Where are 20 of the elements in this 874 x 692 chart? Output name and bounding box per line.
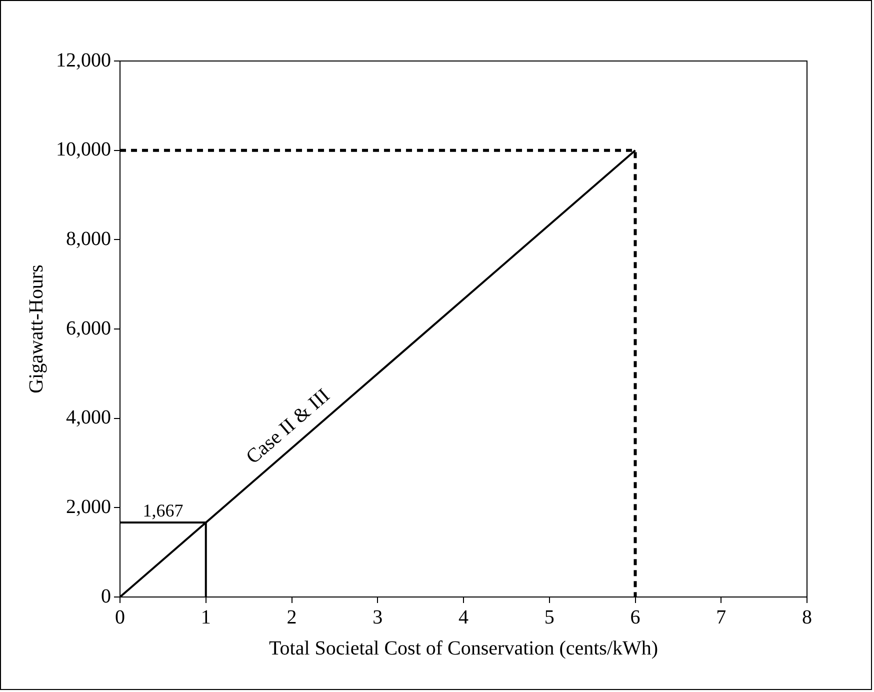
x-tick-label: 4 xyxy=(458,606,468,628)
x-tick-label: 2 xyxy=(286,606,297,628)
x-tick-label: 6 xyxy=(630,606,640,628)
x-tick-label: 7 xyxy=(716,606,726,628)
y-axis-title: Gigawatt-Hours xyxy=(25,264,48,394)
x-axis-title: Total Societal Cost of Conservation (cents/kWh) xyxy=(268,637,658,660)
x-tick-label: 8 xyxy=(802,606,812,628)
annotation: 1,667 xyxy=(142,500,184,520)
text: Case II & III xyxy=(242,384,334,468)
y-tick-label: 8,000 xyxy=(66,228,111,250)
y-tick-label: 2,000 xyxy=(66,496,111,518)
x-tick-label: 3 xyxy=(372,606,383,628)
x-tick-label: 1 xyxy=(200,606,211,628)
x-tick-label: 0 xyxy=(115,606,125,628)
x-tick-label: 5 xyxy=(544,606,554,628)
y-tick-label: 4,000 xyxy=(66,406,111,429)
y-tick-label: 6,000 xyxy=(66,317,111,340)
y-tick-label: 10,000 xyxy=(56,138,111,161)
y-tick-label: 0 xyxy=(101,585,111,608)
y-tick-label: 12,000 xyxy=(56,49,111,72)
